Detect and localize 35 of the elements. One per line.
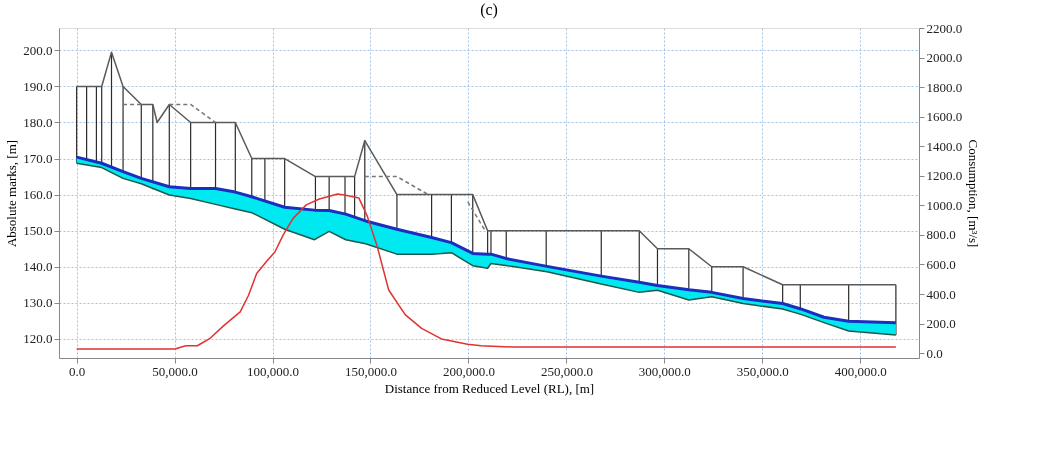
- y-tick-label: 170.0: [23, 151, 53, 167]
- x-axis-title: Distance from Reduced Level (RL), [m]: [384, 380, 595, 396]
- y2-tick-label: 1800.0: [926, 79, 963, 95]
- y-tick-label: 190.0: [23, 78, 53, 94]
- x-tick-label: 0.0: [69, 363, 86, 379]
- y2-tick-label: 400.0: [926, 286, 956, 302]
- line-series: [75, 193, 897, 350]
- x-tick-label: 350,000.0: [736, 363, 789, 379]
- y2-axis-title: Consumption, [m³/s]: [966, 139, 982, 248]
- y-tick-label: 120.0: [23, 331, 53, 347]
- y2-tick-label: 1600.0: [926, 109, 963, 125]
- x-tick-label: 50,000.0: [152, 363, 198, 379]
- x-tick-label: 100,000.0: [247, 363, 300, 379]
- x-tick-label: 300,000.0: [638, 363, 691, 379]
- y-tick-label: 180.0: [23, 114, 53, 130]
- y2-tick-label: 200.0: [926, 316, 956, 332]
- x-tick-label: 200,000.0: [442, 363, 495, 379]
- y2-tick-label: 1200.0: [926, 168, 963, 184]
- y2-tick-label: 1400.0: [926, 138, 963, 154]
- y2-tick-label: 600.0: [926, 256, 956, 272]
- y2-tick-label: 0.0: [926, 345, 943, 361]
- x-tick-label: 150,000.0: [344, 363, 397, 379]
- y2-tick-label: 2200.0: [926, 20, 963, 36]
- y-tick-label: 150.0: [23, 223, 53, 239]
- y-tick-label: 160.0: [23, 187, 53, 203]
- y2-tick-label: 2000.0: [926, 50, 963, 66]
- x-tick-label: 250,000.0: [540, 363, 593, 379]
- y2-tick-label: 1000.0: [926, 197, 963, 213]
- y-tick-label: 130.0: [23, 295, 53, 311]
- y2-tick-label: 800.0: [926, 227, 956, 243]
- x-tick-label: 400,000.0: [834, 363, 887, 379]
- y-axis-title: Absolute marks, [m]: [4, 139, 20, 248]
- y-tick-label: 140.0: [23, 259, 53, 275]
- chart-title: (c): [480, 1, 498, 19]
- y-tick-label: 200.0: [23, 42, 53, 58]
